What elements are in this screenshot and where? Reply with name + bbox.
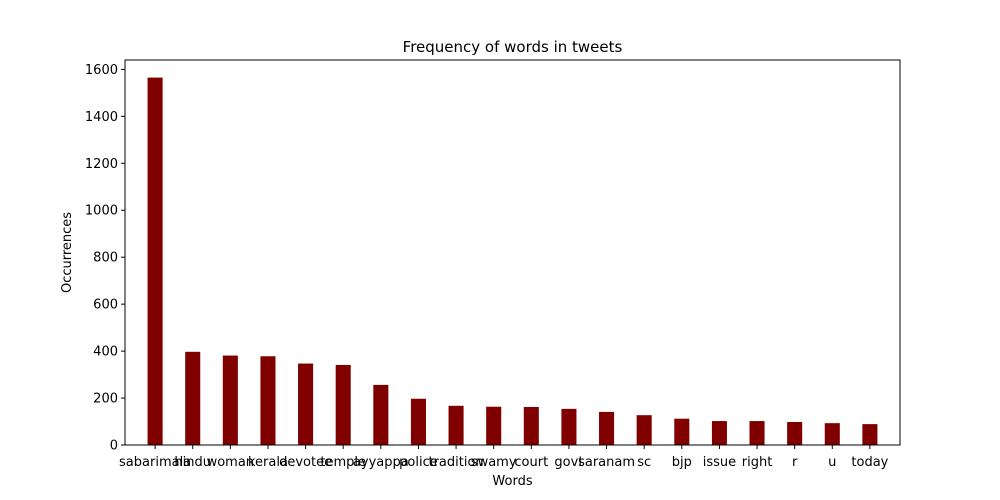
x-axis-label: Words [492, 474, 532, 489]
bar-ayyappa [373, 384, 389, 445]
bar-devotee [298, 363, 314, 445]
bar-court [523, 406, 539, 445]
bar-r [787, 421, 803, 445]
x-tick-label: u [828, 455, 836, 470]
x-tick-label: sabarimala [119, 455, 191, 470]
x-tick-label: today [851, 455, 888, 470]
bar-issue [711, 421, 727, 445]
y-axis-ticks: 0 200 400 600 800 1000 1200 1400 1600 [85, 63, 125, 454]
bar-swamy [486, 406, 502, 445]
x-tick-label: right [742, 455, 773, 470]
x-tick-label: police [399, 455, 438, 470]
bar-hindu [185, 351, 201, 445]
x-tick-label: bjp [672, 455, 692, 470]
bar-govt [561, 408, 577, 445]
x-tick-label: woman [207, 455, 254, 470]
x-tick-label: r [792, 455, 798, 470]
y-tick-label: 0 [110, 439, 118, 454]
x-tick-label: tradition [428, 455, 483, 470]
chart-title: Frequency of words in tweets [403, 38, 623, 56]
y-tick-label: 600 [93, 298, 118, 313]
y-tick-label: 800 [93, 251, 118, 266]
x-tick-label: devotee [279, 455, 332, 470]
x-tick-label: temple [320, 455, 366, 470]
x-tick-label: ayyappa [353, 455, 409, 470]
y-axis-label: Occurrences [60, 212, 75, 293]
x-axis-ticks: sabarimalahinduwomankeraladevoteetemplea… [119, 445, 889, 470]
bar-temple [335, 364, 351, 445]
x-tick-label: swamy [471, 455, 517, 470]
x-tick-label: kerala [248, 455, 288, 470]
x-tick-label: govt [554, 455, 583, 470]
y-tick-label: 1400 [85, 110, 118, 125]
bar-today [862, 424, 878, 445]
y-tick-label: 200 [93, 392, 118, 407]
y-tick-label: 1200 [85, 157, 118, 172]
bar-sabarimala [147, 77, 163, 446]
x-tick-label: court [514, 455, 548, 470]
bar-bjp [674, 418, 690, 445]
x-tick-label: sc [637, 455, 651, 470]
y-tick-label: 1600 [85, 63, 118, 78]
bar-saranam [599, 411, 615, 445]
bar-police [410, 398, 426, 445]
x-tick-label: issue [703, 455, 736, 470]
bar-woman [222, 355, 238, 445]
x-tick-label: hindu [174, 455, 211, 470]
bar-right [749, 421, 765, 445]
bars [147, 77, 878, 446]
bar-sc [636, 415, 652, 445]
plot-area-frame [124, 59, 901, 446]
x-tick-label: saranam [578, 455, 635, 470]
y-tick-label: 400 [93, 345, 118, 360]
bar-kerala [260, 356, 276, 445]
y-tick-label: 1000 [85, 204, 118, 219]
bar-u [824, 423, 840, 445]
bar-tradition [448, 405, 464, 445]
